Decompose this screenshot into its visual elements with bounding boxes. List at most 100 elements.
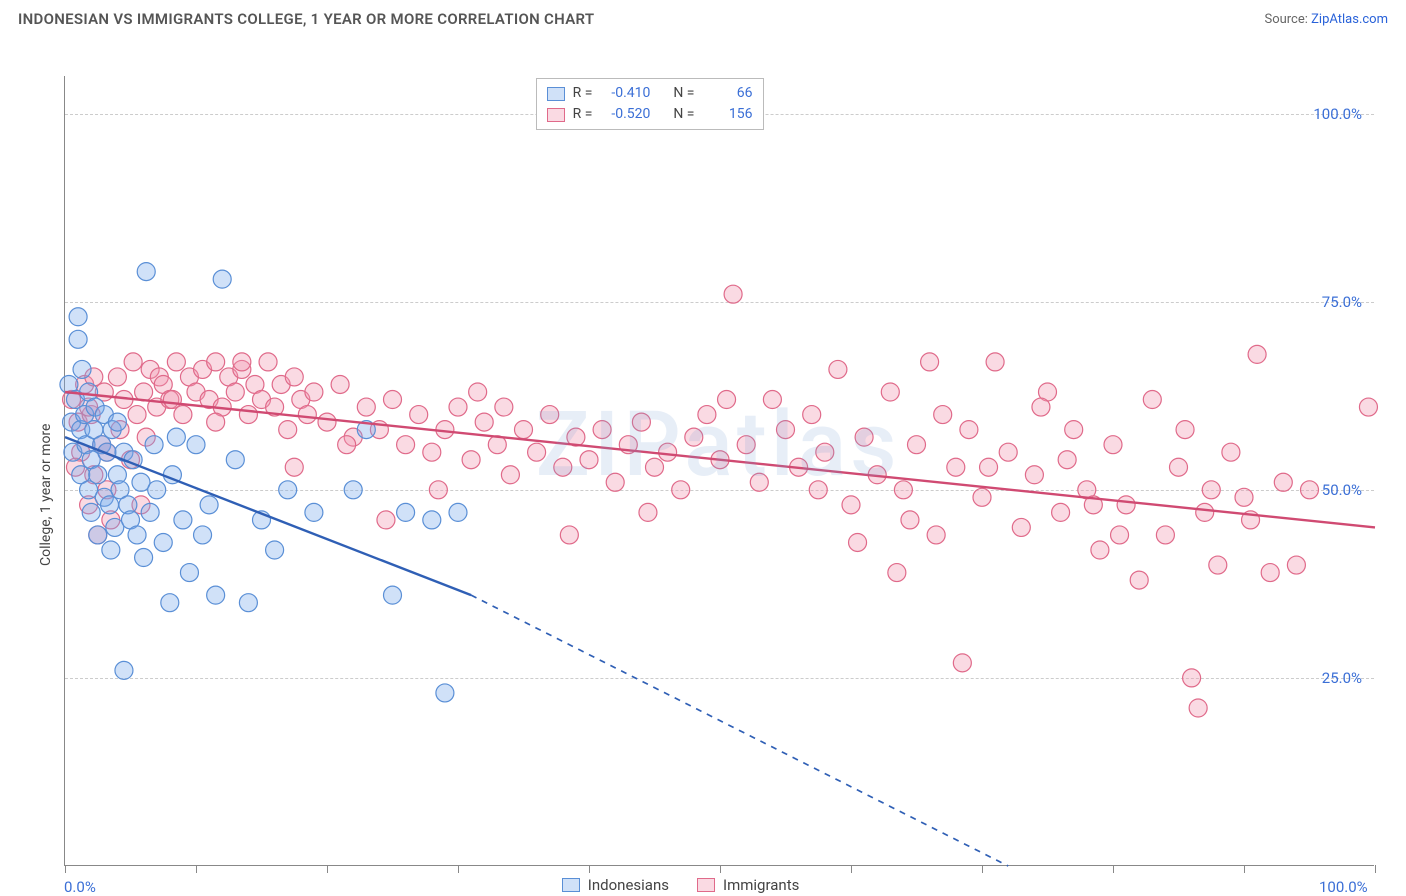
indonesians-point — [167, 428, 185, 446]
indonesians-point — [344, 481, 362, 499]
immigrants-point — [894, 481, 912, 499]
immigrants-point — [1117, 496, 1135, 514]
immigrants-point — [999, 443, 1017, 461]
immigrants-point — [1111, 526, 1129, 544]
immigrants-point — [298, 406, 316, 424]
immigrants-point — [639, 503, 657, 521]
x-tick — [458, 865, 459, 873]
immigrants-point — [495, 398, 513, 416]
y-tick-label: 25.0% — [1322, 669, 1368, 687]
legend-label-indonesians: Indonesians — [588, 876, 669, 894]
legend-n-value: 156 — [703, 104, 753, 125]
indonesians-point — [89, 526, 107, 544]
immigrants-point — [908, 436, 926, 454]
immigrants-point — [1196, 503, 1214, 521]
indonesians-point — [108, 413, 126, 431]
immigrants-point — [239, 406, 257, 424]
immigrants-point — [1091, 541, 1109, 559]
indonesians-point — [200, 496, 218, 514]
immigrants-point — [849, 533, 867, 551]
immigrants-point — [163, 391, 181, 409]
immigrants-point — [1170, 458, 1188, 476]
immigrants-point — [816, 443, 834, 461]
immigrants-point — [960, 421, 978, 439]
indonesians-point — [449, 503, 467, 521]
immigrants-point — [397, 436, 415, 454]
x-tick — [982, 865, 983, 873]
immigrants-point — [528, 443, 546, 461]
immigrants-point — [1012, 518, 1030, 536]
immigrants-point — [901, 511, 919, 529]
immigrants-point — [1104, 436, 1122, 454]
indonesians-point — [239, 594, 257, 612]
immigrants-point — [1156, 526, 1174, 544]
indonesians-point — [207, 586, 225, 604]
immigrants-point — [750, 473, 768, 491]
immigrants-point — [259, 353, 277, 371]
immigrants-point — [646, 458, 664, 476]
indonesians-point — [384, 586, 402, 604]
immigrants-point — [501, 466, 519, 484]
immigrants-point — [108, 368, 126, 386]
x-tick — [720, 865, 721, 873]
immigrants-point — [803, 406, 821, 424]
legend-swatch-immigrants — [547, 108, 565, 122]
immigrants-point — [1261, 564, 1279, 582]
source-link[interactable]: ZipAtlas.com — [1311, 12, 1388, 27]
indonesians-point — [154, 533, 172, 551]
immigrants-point — [429, 481, 447, 499]
chart-container: 25.0%50.0%75.0%100.0%0.0%100.0%College, … — [18, 34, 1388, 884]
legend-r-value: -0.410 — [600, 83, 650, 104]
immigrants-point — [921, 353, 939, 371]
immigrants-point — [1032, 398, 1050, 416]
immigrants-point — [947, 458, 965, 476]
indonesians-point — [161, 594, 179, 612]
immigrants-point — [685, 428, 703, 446]
immigrants-point — [515, 421, 533, 439]
indonesians-point — [305, 503, 323, 521]
indonesians-point — [135, 549, 153, 567]
legend-r-label: R = — [573, 83, 593, 104]
immigrants-point — [226, 383, 244, 401]
x-tick — [1244, 865, 1245, 873]
immigrants-point — [1176, 421, 1194, 439]
indonesians-point — [145, 436, 163, 454]
legend-item-immigrants: Immigrants — [697, 876, 799, 894]
immigrants-point — [1025, 466, 1043, 484]
immigrants-point — [1052, 503, 1070, 521]
immigrants-point — [285, 458, 303, 476]
x-tick — [851, 865, 852, 873]
y-tick-label: 100.0% — [1313, 105, 1368, 123]
immigrants-point — [338, 436, 356, 454]
legend-swatch-indonesians — [547, 87, 565, 101]
x-tick — [196, 865, 197, 873]
immigrants-point — [934, 406, 952, 424]
indonesians-point — [266, 541, 284, 559]
indonesians-point — [174, 511, 192, 529]
immigrants-point — [698, 406, 716, 424]
immigrants-point — [888, 564, 906, 582]
immigrants-point — [829, 360, 847, 378]
x-start-label: 0.0% — [64, 878, 96, 896]
x-tick — [1375, 865, 1376, 873]
indonesians-point — [101, 496, 119, 514]
indonesians-point — [128, 526, 146, 544]
immigrants-point — [475, 413, 493, 431]
immigrants-point — [207, 413, 225, 431]
legend-label-immigrants: Immigrants — [723, 876, 799, 894]
immigrants-point — [128, 406, 146, 424]
legend-n-value: 66 — [703, 83, 753, 104]
indonesians-point — [115, 661, 133, 679]
legend-swatch-indonesians — [562, 878, 580, 892]
immigrants-point — [469, 383, 487, 401]
correlation-legend: R =-0.410 N =66R =-0.520 N =156 — [536, 78, 764, 130]
immigrants-point — [1235, 488, 1253, 506]
indonesians-point — [141, 503, 159, 521]
immigrants-point — [593, 421, 611, 439]
immigrants-point — [724, 285, 742, 303]
immigrants-point — [718, 391, 736, 409]
immigrants-point — [855, 428, 873, 446]
scatter-svg — [65, 76, 1375, 866]
immigrants-point — [174, 406, 192, 424]
immigrants-point — [927, 526, 945, 544]
